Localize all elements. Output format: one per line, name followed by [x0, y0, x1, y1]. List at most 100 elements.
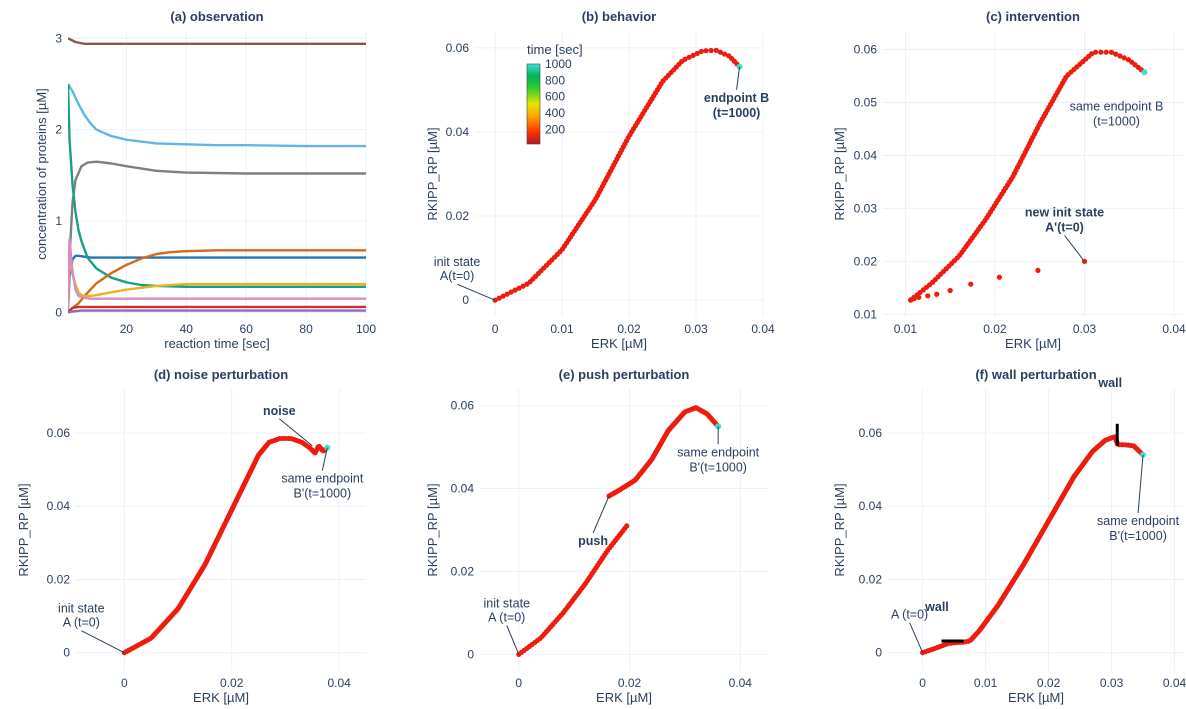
annotation-arrow	[456, 283, 496, 301]
y-tick-label: 0.06	[47, 426, 71, 440]
x-tick-label: 40	[180, 322, 194, 336]
y-tick-label: 1	[55, 214, 62, 228]
y-tick-label: 0	[462, 293, 469, 307]
colorbar-tick-label: 1000	[545, 57, 572, 71]
panel-title: (d) noise perturbation	[154, 367, 288, 382]
series-line-6	[68, 256, 366, 313]
x-tick-label: 80	[299, 322, 313, 336]
annotation: same endpoint B'(t=1000)	[1097, 514, 1180, 543]
panel-title: (a) observation	[170, 9, 263, 24]
x-tick-label: 0	[492, 322, 499, 336]
annotation: same endpoint B'(t=1000)	[677, 445, 760, 474]
colorbar-tick-label: 600	[545, 90, 565, 104]
data-point	[1108, 49, 1115, 55]
annotation: endpoint B (t=1000)	[704, 91, 769, 120]
annotation: same endpoint B (t=1000)	[1070, 99, 1164, 128]
annotation-line: A(t=0)	[440, 269, 474, 283]
data-point	[508, 289, 514, 295]
annotation-line: A (t=0)	[891, 608, 928, 622]
annotation-line: same endpoint B	[1070, 99, 1164, 113]
series-line-2	[68, 160, 366, 313]
x-axis-label: ERK [µM]	[1005, 336, 1061, 351]
plot-area	[492, 47, 743, 303]
annotation: wall	[1097, 376, 1122, 390]
x-tick-label: 0.04	[1162, 322, 1186, 336]
series-line-9	[68, 309, 366, 314]
data-point	[682, 56, 688, 62]
x-axis-label: ERK [µM]	[193, 690, 249, 705]
panel-title: (c) intervention	[986, 9, 1080, 24]
x-tick-label: 0	[121, 676, 128, 690]
series-line-8	[68, 305, 366, 314]
panel-d: (d) noise perturbation 0 0.02 0.04 0.06 0 0.02…	[16, 367, 366, 705]
annotation-arrow	[1137, 454, 1144, 513]
colorbar	[526, 63, 541, 145]
data-point	[516, 285, 522, 291]
endpoint-marker	[1141, 69, 1148, 76]
x-tick-label: 100	[356, 322, 376, 336]
y-axis-label: RKIPP_RP [µM]	[832, 483, 847, 576]
annotation-line: A'(t=0)	[1045, 220, 1084, 234]
y-tick-label: 0	[63, 646, 70, 660]
y-tick-label: 0.06	[859, 426, 883, 440]
annotation-line: same endpoint	[1097, 514, 1180, 528]
y-tick-label: 0.02	[451, 564, 475, 578]
x-tick-label: 0.01	[550, 322, 574, 336]
plot-area	[68, 37, 366, 314]
colorbar-tick-label: 800	[545, 73, 565, 87]
plot-area	[920, 434, 1147, 656]
y-tick-label: 0.03	[854, 201, 878, 215]
x-tick-label: 0.02	[617, 322, 641, 336]
x-tick-label: 0.04	[1163, 676, 1186, 690]
panel-c: (c) intervention 0.01 0.02 0.03 0.04 0.05 0.06…	[832, 9, 1186, 351]
annotation: wall	[924, 600, 949, 614]
y-tick-label: 0.06	[446, 41, 470, 55]
annotation-arrow	[506, 625, 520, 655]
y-axis-label: RKIPP_RP [µM]	[425, 483, 440, 576]
annotation: push	[578, 534, 608, 548]
data-point	[698, 48, 704, 55]
y-axis-label: RKIPP_RP [µM]	[16, 483, 31, 576]
series-line-7	[68, 238, 366, 313]
data-point	[520, 283, 526, 289]
panel-title: (f) wall perturbation	[975, 367, 1096, 382]
annotation-line: (t=1000)	[713, 106, 761, 120]
data-point	[500, 293, 506, 299]
annotation-arrow	[278, 418, 313, 447]
x-tick-label: 0	[515, 676, 522, 690]
x-tick-label: 0.04	[751, 322, 775, 336]
data-point	[934, 291, 940, 297]
data-point	[1092, 49, 1099, 55]
panel-b: (b) behavior 0 0.02 0.04 0.06 0 0.01 0.02 0.03 0.…	[425, 9, 775, 351]
data-point	[713, 47, 719, 53]
y-tick-label: 0.04	[854, 148, 878, 162]
x-tick-label: 0.02	[618, 676, 642, 690]
annotation-line: wall	[1097, 376, 1122, 390]
y-tick-label: 0.04	[451, 482, 475, 496]
data-point	[512, 287, 518, 293]
annotation-arrow	[321, 447, 328, 471]
data-point	[690, 52, 696, 58]
annotation-line: same endpoint	[677, 445, 760, 459]
data-point	[1089, 51, 1095, 57]
y-tick-label: 3	[55, 31, 62, 45]
annotation-line: new init state	[1025, 205, 1104, 219]
x-tick-label: 0.01	[974, 676, 998, 690]
annotation-line: B'(t=1000)	[294, 487, 352, 501]
colorbar-tick-label: 400	[545, 106, 565, 120]
annotation: A (t=0)	[891, 608, 928, 622]
y-tick-label: 0.04	[859, 499, 883, 513]
y-tick-label: 0.06	[854, 43, 878, 57]
panel-title: (b) behavior	[582, 9, 656, 24]
annotation-line: init state	[434, 255, 481, 269]
x-tick-label: 0.02	[983, 322, 1007, 336]
annotation-arrow	[909, 622, 924, 653]
annotation-line: (t=1000)	[1093, 114, 1140, 128]
y-tick-label: 0.02	[859, 572, 883, 586]
annotation-arrow	[592, 495, 610, 534]
data-point	[1103, 49, 1109, 55]
annotation: noise	[263, 404, 296, 418]
y-tick-label: 0.04	[47, 499, 71, 513]
data-point	[717, 49, 723, 55]
x-tick-label: 60	[240, 322, 254, 336]
